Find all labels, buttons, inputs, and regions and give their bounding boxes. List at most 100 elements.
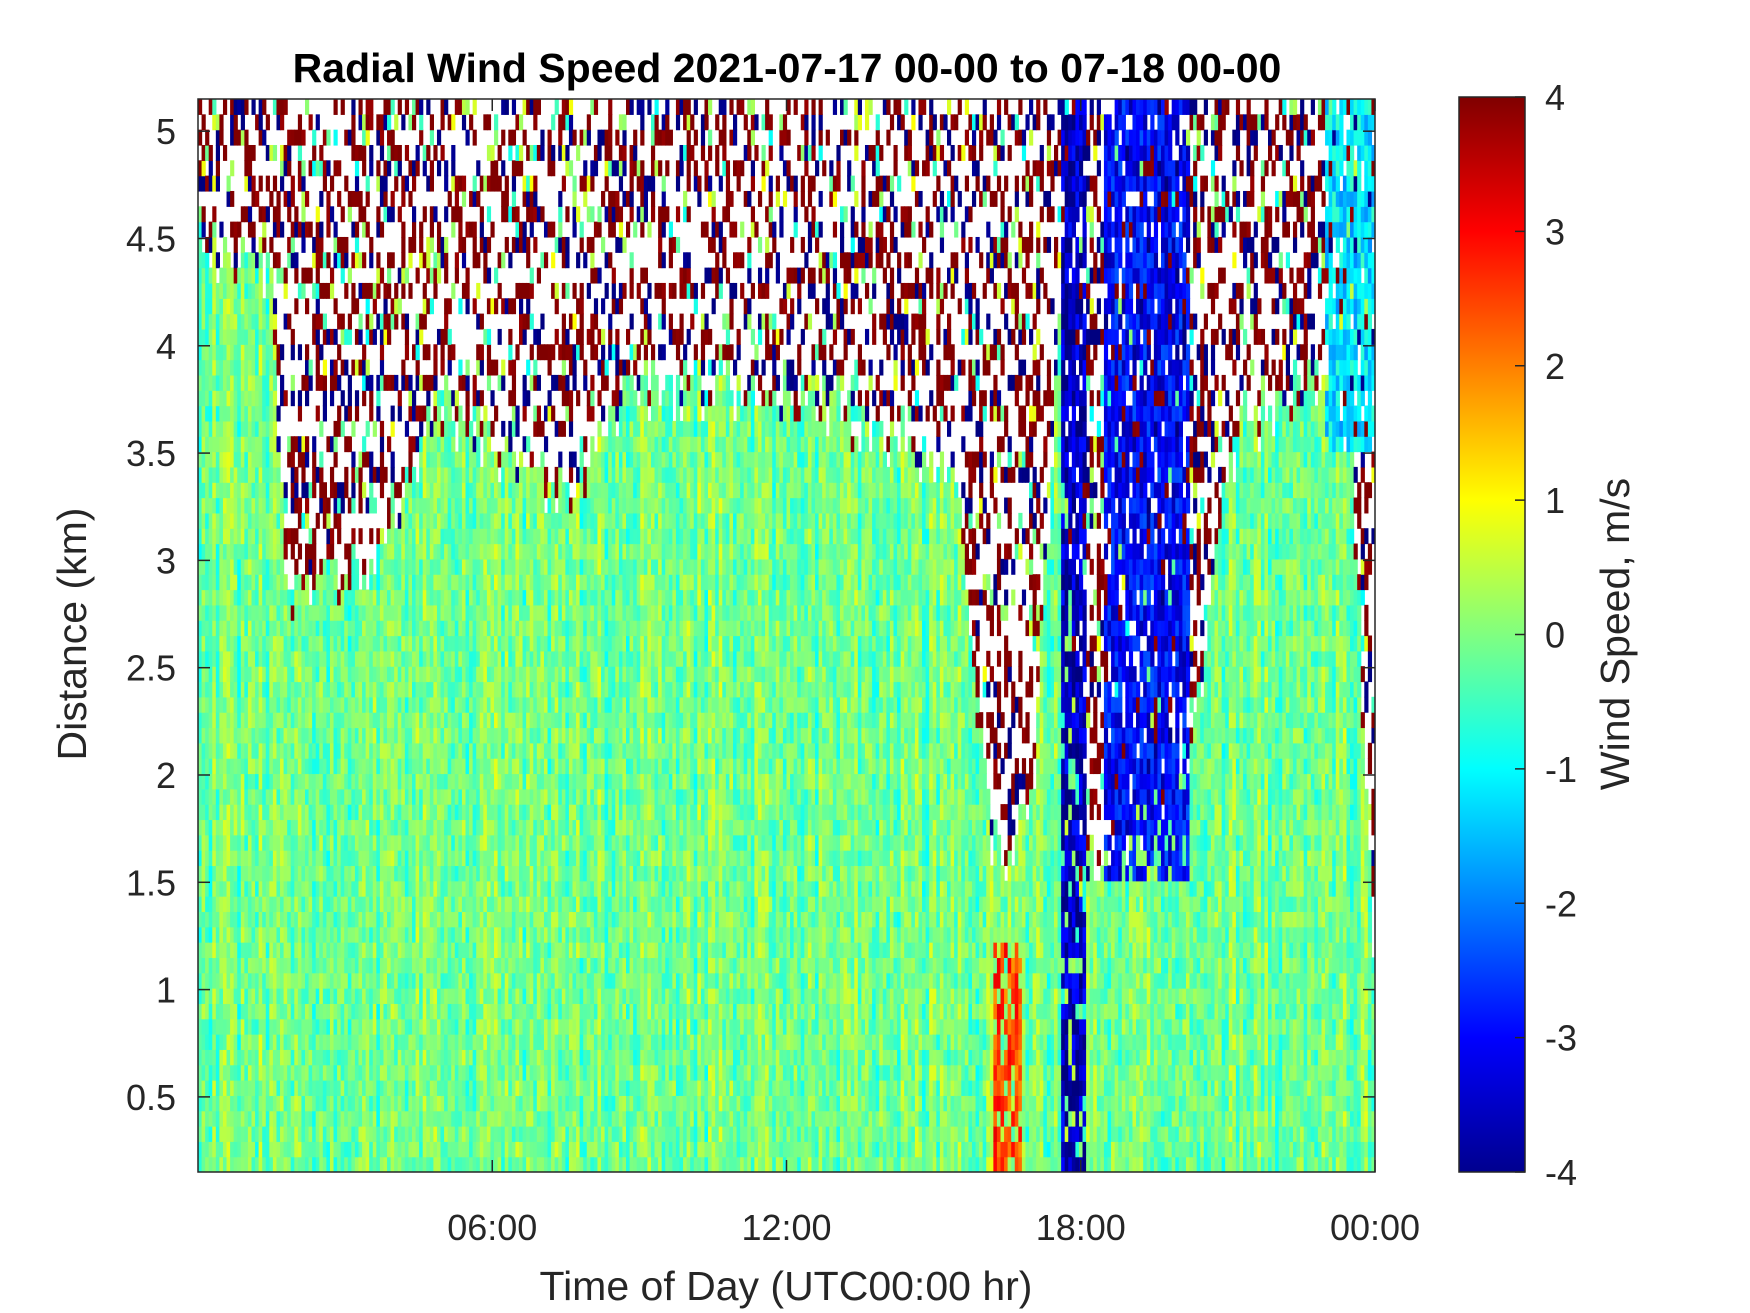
heatmap-cell bbox=[265, 1064, 270, 1081]
heatmap-cell bbox=[451, 620, 456, 637]
heatmap-cell bbox=[436, 589, 442, 606]
heatmap-cell bbox=[451, 926, 456, 943]
heatmap-cell bbox=[472, 681, 477, 698]
heatmap-cell bbox=[212, 788, 217, 805]
heatmap-cell bbox=[486, 834, 492, 851]
heatmap-cell bbox=[415, 1080, 420, 1096]
heatmap-cell bbox=[226, 589, 231, 606]
heatmap-cell bbox=[454, 1003, 459, 1020]
heatmap-cell bbox=[329, 390, 335, 407]
heatmap-cell bbox=[226, 390, 231, 407]
heatmap-cell bbox=[240, 359, 245, 376]
heatmap-cell bbox=[308, 972, 313, 989]
heatmap-cell bbox=[222, 742, 228, 759]
heatmap-cell bbox=[283, 957, 288, 974]
heatmap-cell bbox=[461, 451, 467, 468]
heatmap-cell bbox=[379, 850, 385, 867]
heatmap-cell bbox=[354, 1080, 360, 1096]
heatmap-cell bbox=[305, 221, 310, 238]
heatmap-cell bbox=[294, 696, 299, 713]
heatmap-cell bbox=[198, 957, 203, 974]
heatmap-cell bbox=[244, 1141, 249, 1158]
heatmap-cell bbox=[354, 696, 360, 713]
heatmap-cell bbox=[244, 604, 249, 621]
heatmap-cell bbox=[347, 681, 352, 698]
heatmap-cell bbox=[472, 129, 477, 146]
heatmap-cell bbox=[226, 988, 231, 1004]
heatmap-cell bbox=[319, 374, 324, 391]
heatmap-cell bbox=[208, 175, 213, 192]
heatmap-cell bbox=[458, 804, 463, 821]
heatmap-cell bbox=[451, 589, 456, 606]
heatmap-cell bbox=[244, 865, 249, 882]
heatmap-cell bbox=[354, 666, 360, 683]
heatmap-cell bbox=[251, 1141, 256, 1158]
heatmap-cell bbox=[230, 942, 235, 958]
heatmap-cell bbox=[272, 1080, 278, 1096]
heatmap-cell bbox=[422, 144, 427, 161]
heatmap-cell bbox=[255, 1080, 260, 1096]
heatmap-cell bbox=[483, 114, 488, 131]
heatmap-cell bbox=[465, 129, 470, 146]
heatmap-cell bbox=[201, 804, 206, 821]
heatmap-cell bbox=[372, 650, 377, 667]
heatmap-cell bbox=[329, 819, 335, 836]
heatmap-cell bbox=[351, 1034, 356, 1050]
heatmap-cell bbox=[440, 1034, 445, 1050]
heatmap-cell bbox=[440, 896, 445, 913]
heatmap-cell bbox=[237, 650, 242, 667]
heatmap-cell bbox=[333, 819, 338, 836]
heatmap-cell bbox=[436, 850, 442, 867]
heatmap-cell bbox=[215, 742, 220, 759]
heatmap-cell bbox=[262, 574, 267, 591]
heatmap-cell bbox=[333, 926, 338, 943]
heatmap-cell bbox=[255, 543, 260, 560]
heatmap-cell bbox=[369, 528, 374, 545]
heatmap-cell bbox=[212, 773, 217, 790]
heatmap-cell bbox=[290, 911, 295, 928]
heatmap-cell bbox=[287, 1156, 292, 1172]
heatmap-cell bbox=[240, 267, 245, 284]
heatmap-cell bbox=[294, 712, 299, 729]
heatmap-cell bbox=[412, 696, 417, 713]
heatmap-cell bbox=[294, 988, 299, 1004]
heatmap-cell bbox=[208, 160, 213, 177]
heatmap-cell bbox=[444, 650, 449, 667]
heatmap-cell bbox=[272, 880, 278, 897]
heatmap-cell bbox=[415, 497, 420, 514]
heatmap-cell bbox=[312, 1141, 317, 1158]
heatmap-cell bbox=[479, 589, 484, 606]
heatmap-cell bbox=[497, 819, 502, 836]
heatmap-cell bbox=[208, 1064, 213, 1081]
heatmap-cell bbox=[208, 344, 213, 361]
heatmap-cell bbox=[440, 1110, 445, 1127]
heatmap-cell bbox=[230, 727, 235, 744]
heatmap-cell bbox=[340, 650, 345, 667]
heatmap-cell bbox=[319, 666, 324, 683]
heatmap-cell bbox=[501, 880, 506, 897]
heatmap-cell bbox=[415, 512, 420, 529]
heatmap-cell bbox=[201, 436, 206, 453]
heatmap-cell bbox=[326, 528, 331, 545]
heatmap-cell bbox=[390, 620, 395, 637]
heatmap-cell bbox=[458, 650, 463, 667]
heatmap-cell bbox=[501, 1095, 506, 1112]
heatmap-cell bbox=[479, 834, 484, 851]
heatmap-cell bbox=[444, 543, 449, 560]
heatmap-cell bbox=[372, 696, 377, 713]
heatmap-cell bbox=[205, 681, 210, 698]
heatmap-cell bbox=[198, 1110, 203, 1127]
heatmap-cell bbox=[429, 742, 434, 759]
heatmap-cell bbox=[329, 880, 335, 897]
heatmap-cell bbox=[230, 773, 235, 790]
heatmap-cell bbox=[436, 129, 442, 146]
heatmap-cell bbox=[301, 650, 306, 667]
heatmap-cell bbox=[429, 589, 434, 606]
heatmap-cell bbox=[362, 911, 367, 928]
heatmap-cell bbox=[237, 742, 242, 759]
heatmap-cell bbox=[472, 911, 477, 928]
heatmap-cell bbox=[265, 252, 270, 269]
heatmap-cell bbox=[383, 696, 388, 713]
heatmap-cell bbox=[344, 896, 349, 913]
heatmap-cell bbox=[269, 1003, 274, 1020]
